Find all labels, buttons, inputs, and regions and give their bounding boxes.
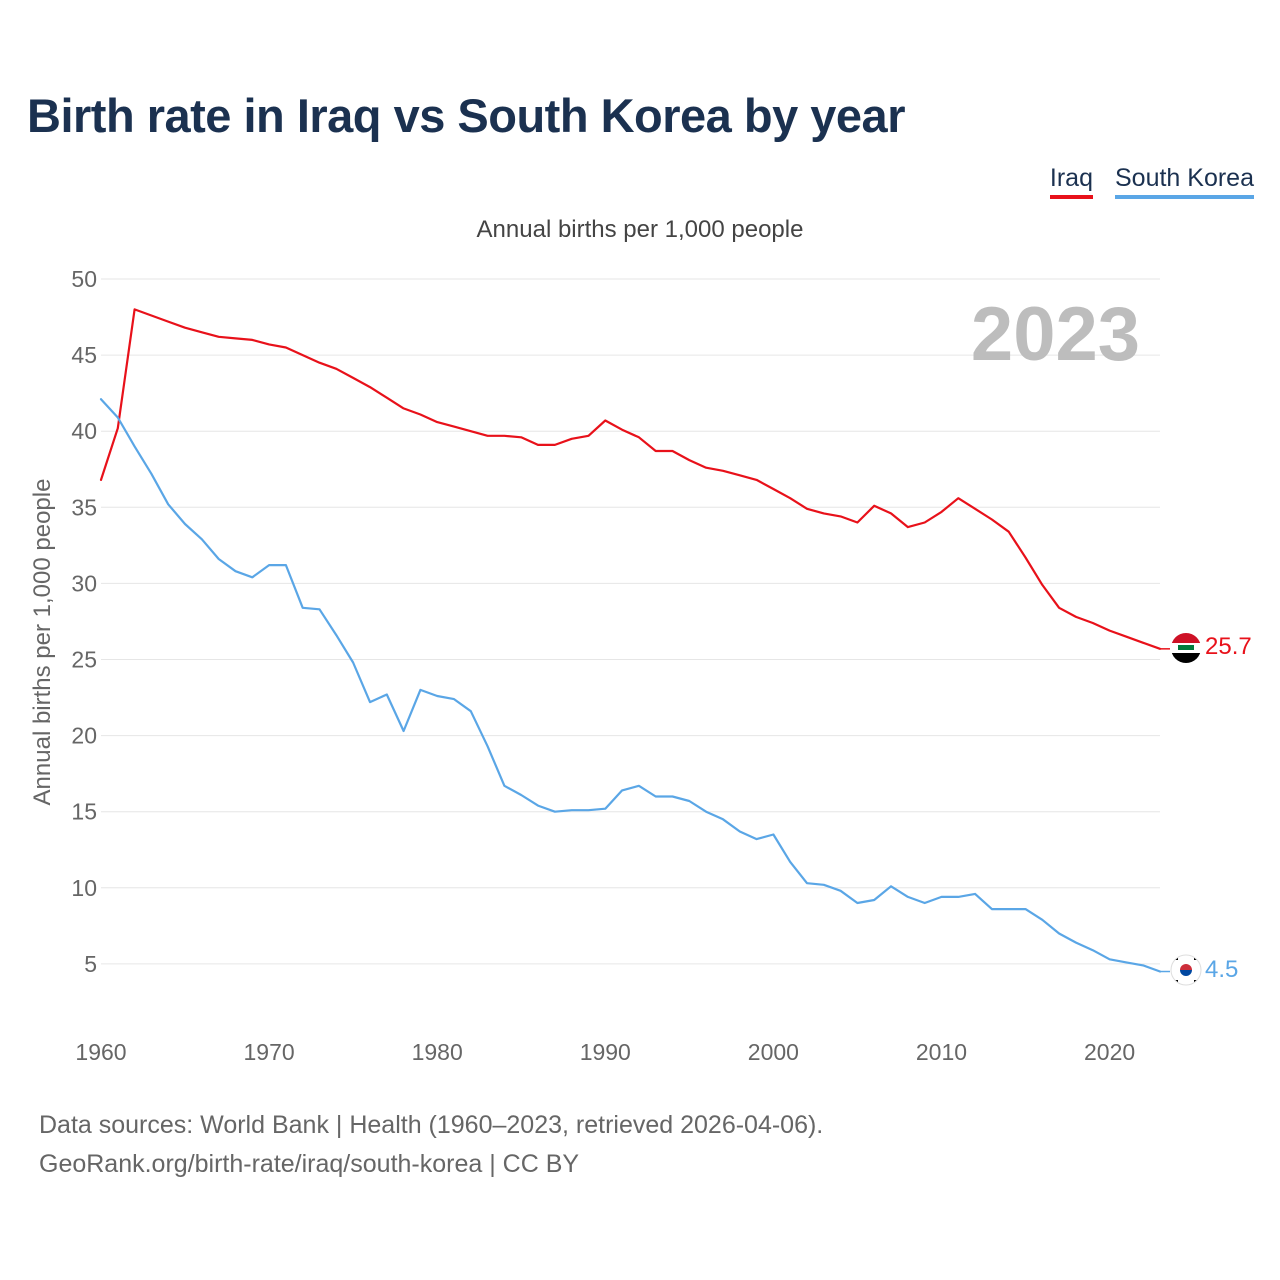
y-tick-35: 35: [71, 494, 97, 520]
y-tick-25: 25: [71, 647, 97, 673]
south-korea-flag-icon: [1170, 954, 1202, 986]
y-tick-30: 30: [71, 570, 97, 596]
y-tick-50: 50: [71, 266, 97, 292]
y-axis-label: Annual births per 1,000 people: [29, 479, 56, 806]
y-tick-45: 45: [71, 342, 97, 368]
y-tick-5: 5: [84, 951, 97, 977]
y-tick-20: 20: [71, 723, 97, 749]
y-tick-10: 10: [71, 875, 97, 901]
end-label-south-korea: 4.5: [1205, 956, 1238, 983]
legend: Iraq South Korea: [1049, 164, 1254, 199]
x-tick-2010: 2010: [916, 1039, 967, 1065]
y-tick-40: 40: [71, 418, 97, 444]
legend-item-south-korea[interactable]: South Korea: [1115, 164, 1254, 199]
x-tick-1970: 1970: [244, 1039, 295, 1065]
footer: Data sources: World Bank | Health (1960–…: [39, 1106, 823, 1184]
x-tick-2020: 2020: [1084, 1039, 1135, 1065]
x-tick-2000: 2000: [748, 1039, 799, 1065]
iraq-flag-icon: [1171, 633, 1201, 663]
footer-attribution[interactable]: GeoRank.org/birth-rate/iraq/south-korea …: [39, 1150, 580, 1178]
footer-sources: Data sources: World Bank | Health (1960–…: [39, 1111, 824, 1139]
legend-item-iraq[interactable]: Iraq: [1049, 164, 1093, 199]
y-tick-15: 15: [71, 799, 97, 825]
x-tick-1980: 1980: [412, 1039, 463, 1065]
x-tick-1990: 1990: [580, 1039, 631, 1065]
chart-subtitle: Annual births per 1,000 people: [476, 216, 804, 243]
x-tick-1960: 1960: [75, 1039, 126, 1065]
end-label-iraq: 25.7: [1205, 633, 1252, 660]
chart-title: Birth rate in Iraq vs South Korea by yea…: [27, 89, 906, 142]
series-line-south-korea: [99, 398, 1162, 973]
year-watermark: 2023: [971, 292, 1140, 377]
series-line-iraq: [99, 308, 1162, 650]
